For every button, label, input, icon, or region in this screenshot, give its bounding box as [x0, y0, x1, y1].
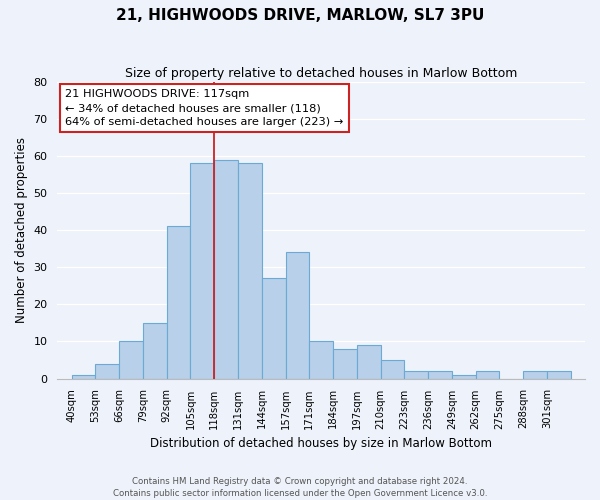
Bar [380, 360, 404, 378]
Bar [262, 278, 286, 378]
Bar [452, 375, 476, 378]
Y-axis label: Number of detached properties: Number of detached properties [15, 137, 28, 323]
Bar [310, 342, 333, 378]
Bar [214, 160, 238, 378]
Bar [71, 375, 95, 378]
Bar [286, 252, 310, 378]
X-axis label: Distribution of detached houses by size in Marlow Bottom: Distribution of detached houses by size … [150, 437, 492, 450]
Bar [333, 349, 357, 378]
Bar [238, 164, 262, 378]
Bar [143, 323, 167, 378]
Text: Contains HM Land Registry data © Crown copyright and database right 2024.
Contai: Contains HM Land Registry data © Crown c… [113, 476, 487, 498]
Bar [357, 345, 380, 378]
Bar [404, 371, 428, 378]
Text: 21, HIGHWOODS DRIVE, MARLOW, SL7 3PU: 21, HIGHWOODS DRIVE, MARLOW, SL7 3PU [116, 8, 484, 22]
Bar [119, 342, 143, 378]
Bar [190, 164, 214, 378]
Bar [523, 371, 547, 378]
Text: 21 HIGHWOODS DRIVE: 117sqm
← 34% of detached houses are smaller (118)
64% of sem: 21 HIGHWOODS DRIVE: 117sqm ← 34% of deta… [65, 89, 344, 127]
Title: Size of property relative to detached houses in Marlow Bottom: Size of property relative to detached ho… [125, 68, 517, 80]
Bar [167, 226, 190, 378]
Bar [95, 364, 119, 378]
Bar [428, 371, 452, 378]
Bar [476, 371, 499, 378]
Bar [547, 371, 571, 378]
